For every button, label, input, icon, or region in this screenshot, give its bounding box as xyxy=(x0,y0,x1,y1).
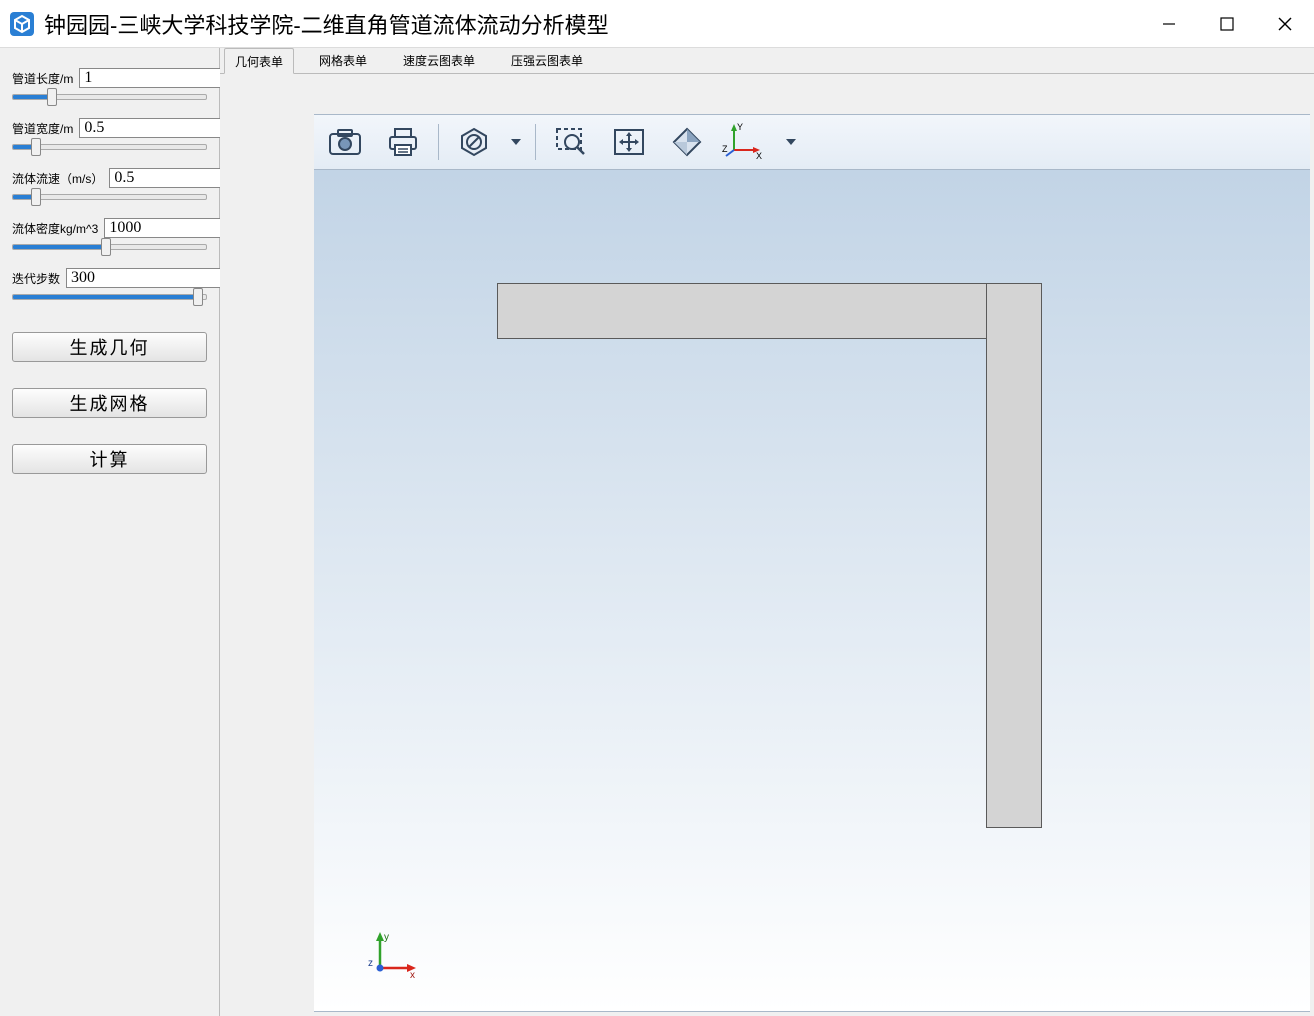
orientation-triad-icon[interactable]: Y X Z xyxy=(722,122,764,162)
compute-button[interactable]: 计算 xyxy=(12,444,207,474)
screenshot-icon[interactable] xyxy=(322,121,368,163)
content-area: 几何表单 网格表单 速度云图表单 压强云图表单 xyxy=(220,48,1314,1016)
velocity-slider[interactable] xyxy=(12,194,207,200)
toolbar-separator xyxy=(438,124,439,160)
param-label: 流体流速（m/s） xyxy=(12,170,103,187)
pipe-width-slider[interactable] xyxy=(12,144,207,150)
toolbar-separator xyxy=(535,124,536,160)
generate-geometry-button[interactable]: 生成几何 xyxy=(12,332,207,362)
pipe-inner-corner xyxy=(497,338,987,339)
pipe-joint-fill xyxy=(987,284,1041,339)
deselect-dropdown-icon[interactable] xyxy=(509,139,523,145)
close-button[interactable] xyxy=(1256,0,1314,47)
svg-text:Y: Y xyxy=(737,122,743,132)
svg-text:x: x xyxy=(410,970,415,980)
scene-triad-icon: y x z xyxy=(362,930,418,983)
deselect-icon[interactable] xyxy=(451,121,497,163)
iterations-slider[interactable] xyxy=(12,294,207,300)
param-pipe-width: 管道宽度/m xyxy=(12,118,207,150)
tab-geometry[interactable]: 几何表单 xyxy=(224,48,294,74)
zoom-box-icon[interactable] xyxy=(548,121,594,163)
pipe-vertical xyxy=(986,283,1042,828)
tab-pressure[interactable]: 压强云图表单 xyxy=(500,47,594,73)
pipe-length-slider[interactable] xyxy=(12,94,207,100)
tabbar: 几何表单 网格表单 速度云图表单 压强云图表单 xyxy=(220,48,1314,74)
svg-text:X: X xyxy=(756,151,762,161)
param-density: 流体密度kg/m^3 xyxy=(12,218,207,250)
sidebar: 管道长度/m 管道宽度/m 流体流速（m/s） xyxy=(0,48,220,1016)
transparency-icon[interactable] xyxy=(664,121,710,163)
window-title: 钟园园-三峡大学科技学院-二维直角管道流体流动分析模型 xyxy=(44,8,1140,40)
svg-text:Z: Z xyxy=(722,144,728,154)
svg-text:y: y xyxy=(384,932,389,943)
tab-mesh[interactable]: 网格表单 xyxy=(308,47,378,73)
param-label: 管道宽度/m xyxy=(12,120,73,137)
fit-view-icon[interactable] xyxy=(606,121,652,163)
generate-mesh-button[interactable]: 生成网格 xyxy=(12,388,207,418)
geometry-canvas[interactable]: y x z xyxy=(314,170,1310,1012)
minimize-button[interactable] xyxy=(1140,0,1198,47)
print-icon[interactable] xyxy=(380,121,426,163)
param-velocity: 流体流速（m/s） xyxy=(12,168,207,200)
pipe-horizontal xyxy=(497,283,1042,339)
param-pipe-length: 管道长度/m xyxy=(12,68,207,100)
view-dropdown-icon[interactable] xyxy=(784,139,798,145)
viewer-toolbar: Y X Z xyxy=(314,114,1310,170)
density-slider[interactable] xyxy=(12,244,207,250)
titlebar: 钟园园-三峡大学科技学院-二维直角管道流体流动分析模型 xyxy=(0,0,1314,48)
svg-text:z: z xyxy=(368,958,373,969)
window-controls xyxy=(1140,0,1314,47)
param-iterations: 迭代步数 xyxy=(12,268,207,300)
tab-velocity[interactable]: 速度云图表单 xyxy=(392,47,486,73)
param-label: 流体密度kg/m^3 xyxy=(12,220,98,237)
param-label: 迭代步数 xyxy=(12,270,60,287)
app-icon xyxy=(8,10,36,38)
param-label: 管道长度/m xyxy=(12,70,73,87)
maximize-button[interactable] xyxy=(1198,0,1256,47)
